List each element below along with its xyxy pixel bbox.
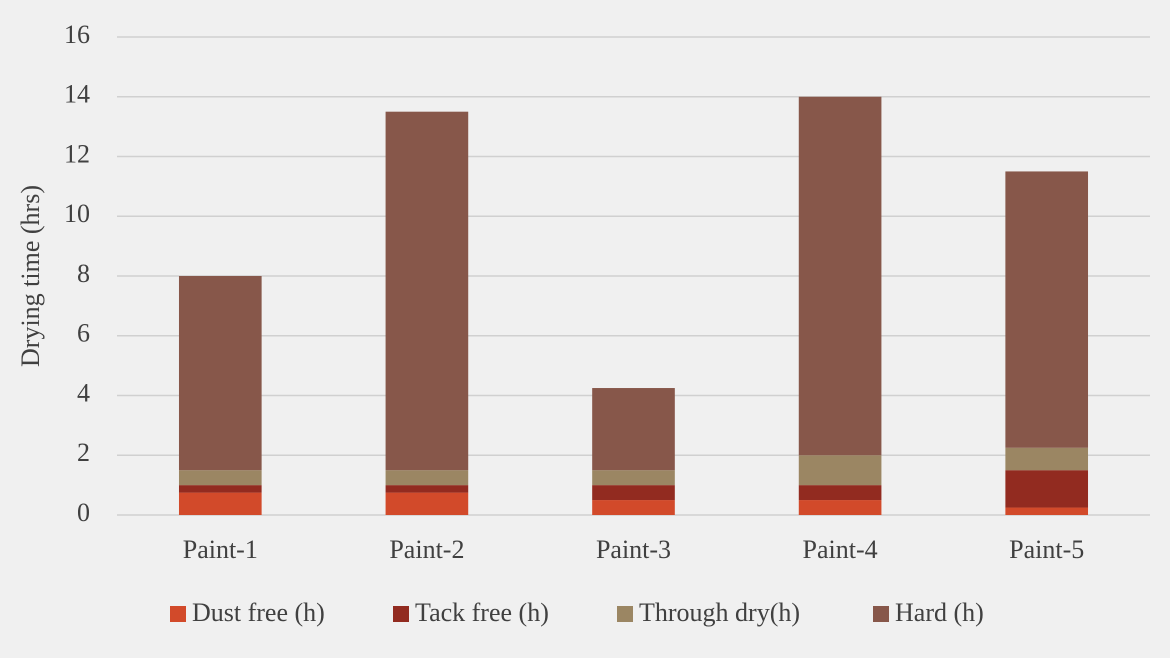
bar-segment [385,492,469,515]
x-tick-label: Paint-2 [389,535,464,564]
bar-segment [178,276,262,471]
y-tick-label: 14 [64,80,90,109]
legend-swatch [393,606,409,622]
legend-swatch [170,606,186,622]
y-tick-label: 0 [77,498,90,527]
legend-label: Through dry(h) [639,598,800,627]
x-tick-label: Paint-4 [803,535,878,564]
bar-segment [798,485,882,501]
x-tick-label: Paint-1 [183,535,258,564]
y-axis-label: Drying time (hrs) [16,185,45,367]
y-tick-label: 12 [64,139,90,168]
bar-segment [1005,470,1089,508]
y-tick-label: 8 [77,259,90,288]
y-tick-label: 6 [77,319,90,348]
legend-swatch [617,606,633,622]
bar-segment [592,388,675,471]
legend-swatch [873,606,889,622]
x-tick-label: Paint-5 [1009,535,1084,564]
bar-segment [1005,507,1089,515]
bar-segment [178,485,262,493]
legend-label: Hard (h) [895,598,984,627]
legend-label: Tack free (h) [415,598,549,627]
y-tick-label: 2 [77,438,90,467]
bar-segment [798,500,882,515]
bar-segment [385,470,469,486]
bar-segment [798,96,882,456]
y-tick-label: 10 [64,199,90,228]
y-tick-label: 16 [64,20,90,49]
bar-segment [178,492,262,515]
bar-segment [592,470,675,486]
bar-segment [385,485,469,493]
y-tick-label: 4 [77,378,90,407]
bar-segment [178,470,262,486]
legend-label: Dust free (h) [192,598,325,627]
bar-segment [1005,447,1089,471]
bar-segment [798,455,882,486]
x-tick-label: Paint-3 [596,535,671,564]
bar-segment [592,500,675,515]
bar-segment [385,111,469,471]
bar-segment [592,485,675,501]
bar-segment [1005,171,1089,448]
